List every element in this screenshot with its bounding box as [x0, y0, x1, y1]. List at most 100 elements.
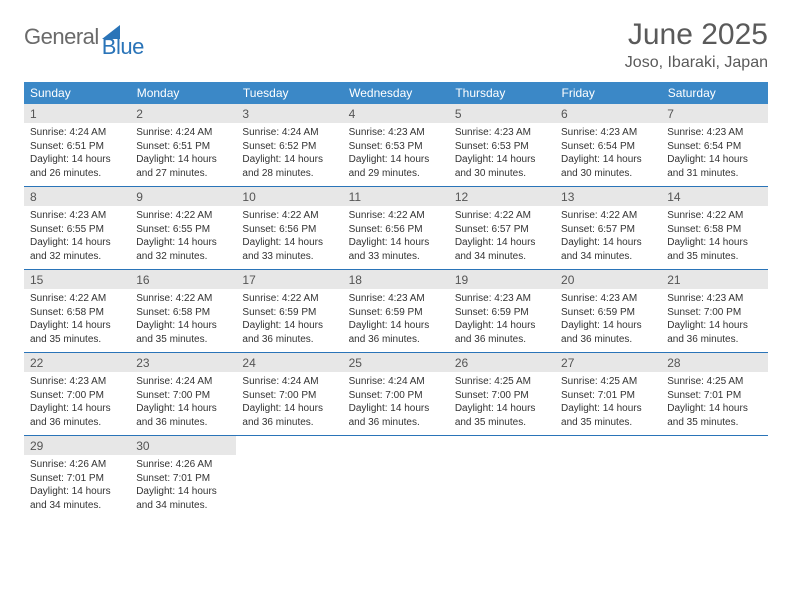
day-number: 3 — [236, 104, 342, 123]
data-row: Sunrise: 4:24 AMSunset: 6:51 PMDaylight:… — [24, 123, 768, 187]
sunrise-text: Sunrise: 4:23 AM — [349, 292, 443, 306]
empty-cell — [661, 436, 767, 455]
daylight-text: Daylight: 14 hours — [136, 485, 230, 499]
day-number: 13 — [555, 187, 661, 206]
day-cell: Sunrise: 4:24 AMSunset: 7:00 PMDaylight:… — [343, 372, 449, 436]
daylight-text: Daylight: 14 hours — [136, 319, 230, 333]
daylight-text: and 34 minutes. — [455, 250, 549, 264]
day-number: 15 — [24, 270, 130, 289]
sunset-text: Sunset: 6:58 PM — [136, 306, 230, 320]
sunrise-text: Sunrise: 4:22 AM — [561, 209, 655, 223]
sunrise-text: Sunrise: 4:23 AM — [30, 209, 124, 223]
daylight-text: Daylight: 14 hours — [30, 236, 124, 250]
sunset-text: Sunset: 7:01 PM — [30, 472, 124, 486]
day-cell: Sunrise: 4:22 AMSunset: 6:58 PMDaylight:… — [661, 206, 767, 270]
day-cell: Sunrise: 4:24 AMSunset: 6:51 PMDaylight:… — [24, 123, 130, 187]
daylight-text: and 36 minutes. — [667, 333, 761, 347]
daylight-text: and 33 minutes. — [242, 250, 336, 264]
daylight-text: Daylight: 14 hours — [349, 236, 443, 250]
day-cell: Sunrise: 4:22 AMSunset: 6:57 PMDaylight:… — [449, 206, 555, 270]
daynum-row: 22232425262728 — [24, 353, 768, 372]
daylight-text: and 34 minutes. — [30, 499, 124, 513]
sunset-text: Sunset: 7:01 PM — [667, 389, 761, 403]
sunrise-text: Sunrise: 4:23 AM — [667, 126, 761, 140]
day-number: 7 — [661, 104, 767, 123]
day-cell: Sunrise: 4:24 AMSunset: 6:52 PMDaylight:… — [236, 123, 342, 187]
sunrise-text: Sunrise: 4:25 AM — [455, 375, 549, 389]
daylight-text: and 34 minutes. — [561, 250, 655, 264]
daylight-text: Daylight: 14 hours — [667, 402, 761, 416]
empty-cell — [661, 455, 767, 518]
calendar-page: General Blue June 2025 Joso, Ibaraki, Ja… — [0, 0, 792, 536]
sunset-text: Sunset: 6:55 PM — [30, 223, 124, 237]
daylight-text: Daylight: 14 hours — [136, 236, 230, 250]
title-block: June 2025 Joso, Ibaraki, Japan — [625, 18, 768, 72]
daylight-text: and 31 minutes. — [667, 167, 761, 181]
sunrise-text: Sunrise: 4:24 AM — [349, 375, 443, 389]
sunset-text: Sunset: 6:51 PM — [136, 140, 230, 154]
empty-cell — [343, 455, 449, 518]
day-number: 28 — [661, 353, 767, 372]
sunset-text: Sunset: 7:00 PM — [455, 389, 549, 403]
daylight-text: and 36 minutes. — [30, 416, 124, 430]
weekday-monday: Monday — [130, 82, 236, 104]
daynum-row: 15161718192021 — [24, 270, 768, 289]
sunrise-text: Sunrise: 4:26 AM — [30, 458, 124, 472]
day-number: 16 — [130, 270, 236, 289]
daylight-text: Daylight: 14 hours — [349, 153, 443, 167]
daylight-text: Daylight: 14 hours — [561, 153, 655, 167]
sunset-text: Sunset: 6:58 PM — [30, 306, 124, 320]
sunset-text: Sunset: 7:01 PM — [136, 472, 230, 486]
day-number: 14 — [661, 187, 767, 206]
sunrise-text: Sunrise: 4:24 AM — [30, 126, 124, 140]
title-month: June 2025 — [625, 18, 768, 52]
sunset-text: Sunset: 6:54 PM — [667, 140, 761, 154]
data-row: Sunrise: 4:22 AMSunset: 6:58 PMDaylight:… — [24, 289, 768, 353]
daylight-text: Daylight: 14 hours — [242, 319, 336, 333]
day-cell: Sunrise: 4:22 AMSunset: 6:59 PMDaylight:… — [236, 289, 342, 353]
sunrise-text: Sunrise: 4:23 AM — [561, 292, 655, 306]
daylight-text: and 36 minutes. — [561, 333, 655, 347]
daylight-text: and 32 minutes. — [30, 250, 124, 264]
day-number: 25 — [343, 353, 449, 372]
daylight-text: and 36 minutes. — [455, 333, 549, 347]
sunrise-text: Sunrise: 4:22 AM — [667, 209, 761, 223]
sunrise-text: Sunrise: 4:22 AM — [242, 209, 336, 223]
sunrise-text: Sunrise: 4:22 AM — [242, 292, 336, 306]
daylight-text: and 36 minutes. — [136, 416, 230, 430]
data-row: Sunrise: 4:26 AMSunset: 7:01 PMDaylight:… — [24, 455, 768, 518]
daylight-text: and 33 minutes. — [349, 250, 443, 264]
sunset-text: Sunset: 6:56 PM — [349, 223, 443, 237]
daylight-text: and 30 minutes. — [561, 167, 655, 181]
daylight-text: Daylight: 14 hours — [30, 319, 124, 333]
daylight-text: Daylight: 14 hours — [242, 236, 336, 250]
day-cell: Sunrise: 4:22 AMSunset: 6:56 PMDaylight:… — [343, 206, 449, 270]
sunrise-text: Sunrise: 4:23 AM — [349, 126, 443, 140]
data-row: Sunrise: 4:23 AMSunset: 6:55 PMDaylight:… — [24, 206, 768, 270]
daylight-text: Daylight: 14 hours — [667, 236, 761, 250]
sunset-text: Sunset: 6:58 PM — [667, 223, 761, 237]
daylight-text: Daylight: 14 hours — [242, 402, 336, 416]
sunset-text: Sunset: 6:59 PM — [455, 306, 549, 320]
day-number: 29 — [24, 436, 130, 455]
sunset-text: Sunset: 6:57 PM — [561, 223, 655, 237]
sunrise-text: Sunrise: 4:25 AM — [561, 375, 655, 389]
sunset-text: Sunset: 6:55 PM — [136, 223, 230, 237]
daylight-text: and 36 minutes. — [349, 333, 443, 347]
day-number: 4 — [343, 104, 449, 123]
sunrise-text: Sunrise: 4:23 AM — [455, 292, 549, 306]
sunset-text: Sunset: 7:00 PM — [349, 389, 443, 403]
data-row: Sunrise: 4:23 AMSunset: 7:00 PMDaylight:… — [24, 372, 768, 436]
sunset-text: Sunset: 6:59 PM — [242, 306, 336, 320]
daylight-text: Daylight: 14 hours — [136, 153, 230, 167]
day-number: 11 — [343, 187, 449, 206]
day-cell: Sunrise: 4:24 AMSunset: 7:00 PMDaylight:… — [236, 372, 342, 436]
sunrise-text: Sunrise: 4:26 AM — [136, 458, 230, 472]
logo-text-1: General — [24, 24, 99, 50]
calendar-body: 1234567Sunrise: 4:24 AMSunset: 6:51 PMDa… — [24, 104, 768, 518]
day-cell: Sunrise: 4:22 AMSunset: 6:56 PMDaylight:… — [236, 206, 342, 270]
daylight-text: and 27 minutes. — [136, 167, 230, 181]
day-cell: Sunrise: 4:25 AMSunset: 7:01 PMDaylight:… — [555, 372, 661, 436]
daylight-text: Daylight: 14 hours — [561, 319, 655, 333]
day-number: 8 — [24, 187, 130, 206]
